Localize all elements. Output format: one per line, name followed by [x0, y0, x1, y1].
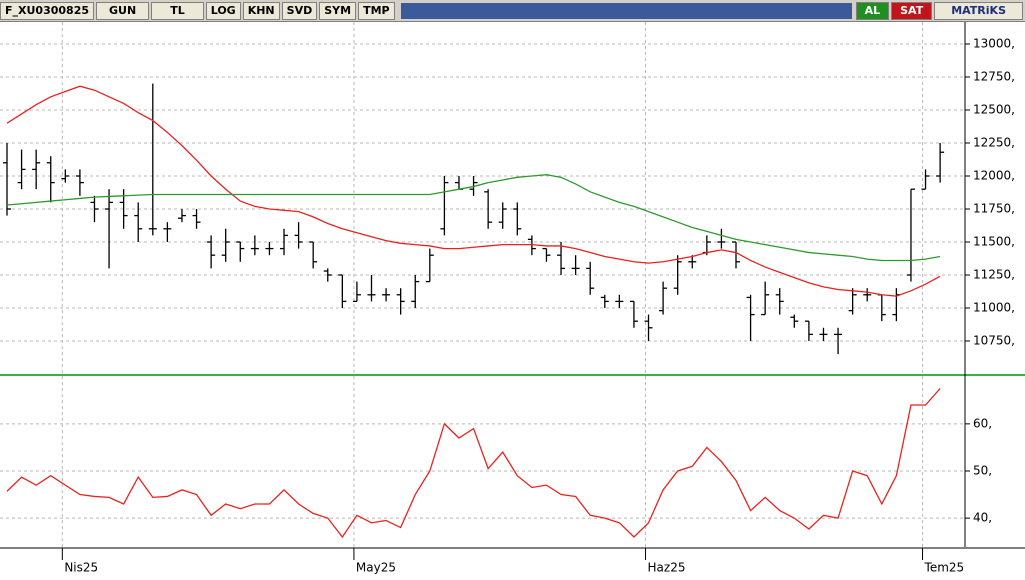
toolbar-gap	[400, 2, 852, 19]
period[interactable]: GUN	[96, 1, 150, 20]
tool-button[interactable]: LOG	[205, 1, 241, 20]
y-tick-label: 12500,	[973, 103, 1015, 117]
series-line	[6, 85, 941, 297]
toolbar: F_XU0300825 GUN TL LOG KHN SVD SYM TMP A…	[0, 0, 1025, 22]
y-tick-label: 11500,	[973, 234, 1015, 248]
currency[interactable]: TL	[151, 1, 204, 20]
tool-button[interactable]: SVD	[281, 1, 318, 20]
brand: MATRiKS	[934, 1, 1023, 20]
y-tick-label: 11000,	[973, 300, 1015, 314]
y-tick-label: 40,	[973, 511, 992, 525]
series-line	[6, 174, 941, 262]
y-tick-label: 60,	[973, 416, 992, 430]
y-tick-label: 12750,	[973, 70, 1015, 84]
chart: Nis25 May25 Haz25 Tem25 10750, 11000, 11250, 11…	[0, 22, 1025, 575]
x-tick-label: Tem25	[924, 561, 965, 575]
y-tick-label: 13000,	[973, 37, 1015, 51]
symbol[interactable]: F_XU0300825	[0, 1, 95, 20]
sell-button[interactable]: SAT	[891, 1, 933, 20]
tool-button[interactable]: KHN	[242, 1, 280, 20]
buy-button[interactable]: AL	[855, 1, 890, 20]
x-tick-label: May25	[356, 561, 396, 575]
tool-button[interactable]: SYM	[319, 1, 357, 20]
y-tick-label: 50,	[973, 463, 992, 477]
y-tick-label: 11750,	[973, 201, 1015, 215]
series-line	[6, 388, 941, 539]
x-tick-label: Haz25	[648, 561, 686, 575]
y-tick-label: 10750,	[973, 333, 1015, 347]
y-tick-label: 12250,	[973, 135, 1015, 149]
y-tick-label: 11250,	[973, 267, 1015, 281]
y-tick-label: 12000,	[973, 168, 1015, 182]
x-tick-label: Nis25	[64, 561, 98, 575]
tool-button[interactable]: TMP	[358, 1, 395, 20]
